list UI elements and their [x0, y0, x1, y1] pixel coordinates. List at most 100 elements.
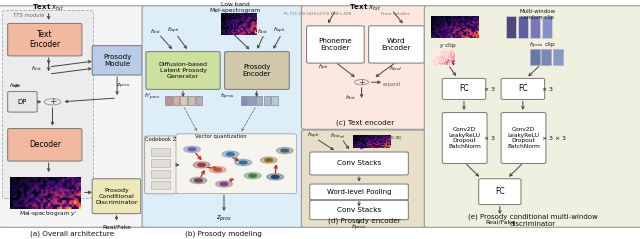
FancyBboxPatch shape — [3, 11, 93, 199]
FancyBboxPatch shape — [142, 6, 305, 227]
Text: $h_{tst}$: $h_{tst}$ — [150, 27, 162, 36]
FancyBboxPatch shape — [92, 46, 142, 75]
Text: $\times$ 3: $\times$ 3 — [483, 85, 495, 93]
Circle shape — [220, 183, 228, 185]
FancyBboxPatch shape — [553, 49, 563, 65]
Text: Word-level Pooling: Word-level Pooling — [327, 189, 391, 195]
FancyBboxPatch shape — [180, 96, 187, 105]
Text: expand: expand — [383, 82, 401, 87]
FancyBboxPatch shape — [442, 78, 486, 99]
Text: DP: DP — [18, 99, 27, 105]
Text: FC: FC — [459, 84, 469, 93]
Text: Decoder: Decoder — [29, 140, 61, 149]
Text: $\times$ 3: $\times$ 3 — [554, 134, 567, 142]
FancyBboxPatch shape — [310, 152, 408, 175]
Text: $\times$ 3: $\times$ 3 — [483, 134, 495, 142]
Text: Prosody
Encoder: Prosody Encoder — [243, 64, 271, 77]
Text: Phoneme
Encoder: Phoneme Encoder — [319, 38, 352, 51]
Text: Vector quantization: Vector quantization — [195, 134, 247, 139]
Text: $h_{tst}$: $h_{tst}$ — [257, 27, 268, 36]
Text: $h_{pros}$: $h_{pros}$ — [220, 92, 236, 102]
Text: (d) Prosody encoder: (d) Prosody encoder — [328, 217, 401, 224]
Text: Text $x_{tst}$: Text $x_{tst}$ — [349, 3, 381, 13]
Text: Word
Encoder: Word Encoder — [381, 38, 412, 51]
Text: $h_{spk}$: $h_{spk}$ — [273, 26, 286, 36]
Circle shape — [239, 161, 247, 164]
Circle shape — [188, 148, 196, 151]
FancyBboxPatch shape — [518, 16, 528, 38]
Text: Real/Fake: Real/Fake — [102, 225, 131, 229]
Text: Conv Stacks: Conv Stacks — [337, 160, 381, 167]
FancyBboxPatch shape — [301, 130, 428, 227]
Circle shape — [265, 159, 273, 162]
Text: Mel-spectrogram $y'$: Mel-spectrogram $y'$ — [19, 209, 78, 218]
Text: Prose syllables: Prose syllables — [381, 12, 410, 16]
Text: Real/Fake: Real/Fake — [485, 219, 515, 224]
Circle shape — [184, 146, 200, 152]
Text: $y$ clip: $y$ clip — [439, 41, 457, 50]
Text: $h_{pros}$: $h_{pros}$ — [351, 223, 367, 233]
Text: $h_{tst_{mf}}$: $h_{tst_{mf}}$ — [330, 131, 345, 141]
FancyBboxPatch shape — [542, 16, 552, 38]
Text: Codebook Z: Codebook Z — [145, 137, 177, 142]
Text: FC: FC — [495, 187, 505, 196]
Text: $h_{pros}$ clip: $h_{pros}$ clip — [529, 41, 556, 51]
FancyBboxPatch shape — [530, 16, 540, 38]
FancyBboxPatch shape — [188, 96, 195, 105]
FancyBboxPatch shape — [173, 96, 179, 105]
FancyBboxPatch shape — [424, 6, 640, 227]
FancyBboxPatch shape — [541, 49, 551, 65]
FancyBboxPatch shape — [479, 179, 521, 205]
Text: (b) Prosody modeling: (b) Prosody modeling — [185, 230, 262, 237]
Text: $h_{pk}$: $h_{pk}$ — [317, 63, 329, 73]
Text: $\times$ 3: $\times$ 3 — [541, 85, 554, 93]
FancyBboxPatch shape — [264, 96, 270, 105]
Text: PL T11 Z.B 1624 L6 P3t P.6B L.4D8: PL T11 Z.B 1624 L6 P3t P.6B L.4D8 — [284, 12, 352, 16]
Text: $y_{[0,N]}$: $y_{[0,N]}$ — [385, 134, 401, 143]
FancyBboxPatch shape — [151, 170, 170, 178]
Text: Conv Stacks: Conv Stacks — [337, 207, 381, 213]
Text: Text $x_{tst}$: Text $x_{tst}$ — [33, 3, 65, 13]
FancyBboxPatch shape — [501, 78, 545, 99]
Circle shape — [249, 174, 257, 177]
FancyBboxPatch shape — [310, 184, 408, 200]
Text: $h_{wrd}$: $h_{wrd}$ — [388, 64, 403, 73]
FancyBboxPatch shape — [146, 52, 220, 89]
Text: Prosody
Module: Prosody Module — [103, 54, 131, 67]
Text: $h_{spk}$: $h_{spk}$ — [307, 131, 320, 141]
Circle shape — [195, 179, 202, 182]
Text: (c) Text encoder: (c) Text encoder — [335, 119, 394, 126]
Circle shape — [209, 167, 226, 173]
Circle shape — [276, 147, 293, 154]
FancyBboxPatch shape — [145, 136, 177, 194]
FancyBboxPatch shape — [530, 49, 540, 65]
FancyBboxPatch shape — [151, 148, 170, 156]
FancyBboxPatch shape — [0, 6, 145, 227]
Text: $\times$ 3: $\times$ 3 — [541, 134, 554, 142]
Text: Conv2D
LeakyReLU
Dropout
BatchNorm: Conv2D LeakyReLU Dropout BatchNorm — [507, 127, 540, 149]
Circle shape — [198, 163, 205, 166]
FancyBboxPatch shape — [92, 179, 141, 214]
Text: FC: FC — [518, 84, 528, 93]
FancyBboxPatch shape — [176, 134, 296, 194]
FancyBboxPatch shape — [8, 129, 82, 161]
FancyBboxPatch shape — [506, 16, 516, 38]
Text: $z_{pros}$: $z_{pros}$ — [116, 82, 130, 91]
FancyBboxPatch shape — [301, 6, 428, 129]
Text: $h_{tst}$: $h_{tst}$ — [345, 93, 356, 102]
FancyBboxPatch shape — [151, 159, 170, 167]
Text: Multi-window
random clip: Multi-window random clip — [520, 9, 556, 20]
Text: Text
Encoder: Text Encoder — [29, 30, 60, 49]
Text: Diffusion-based
Latent Prosody
Generator: Diffusion-based Latent Prosody Generator — [159, 62, 207, 79]
Text: $h_{tst}$: $h_{tst}$ — [31, 64, 42, 73]
FancyBboxPatch shape — [307, 26, 364, 63]
Circle shape — [271, 175, 279, 178]
Text: +: + — [358, 78, 365, 87]
FancyBboxPatch shape — [271, 96, 278, 105]
FancyBboxPatch shape — [369, 26, 424, 63]
FancyBboxPatch shape — [442, 113, 487, 163]
Text: Prosody
Conditional
Discriminator: Prosody Conditional Discriminator — [95, 188, 138, 205]
Text: (e) Prosody conditional multi-window
discriminator: (e) Prosody conditional multi-window dis… — [468, 214, 598, 227]
Circle shape — [281, 149, 289, 152]
FancyBboxPatch shape — [501, 113, 546, 163]
